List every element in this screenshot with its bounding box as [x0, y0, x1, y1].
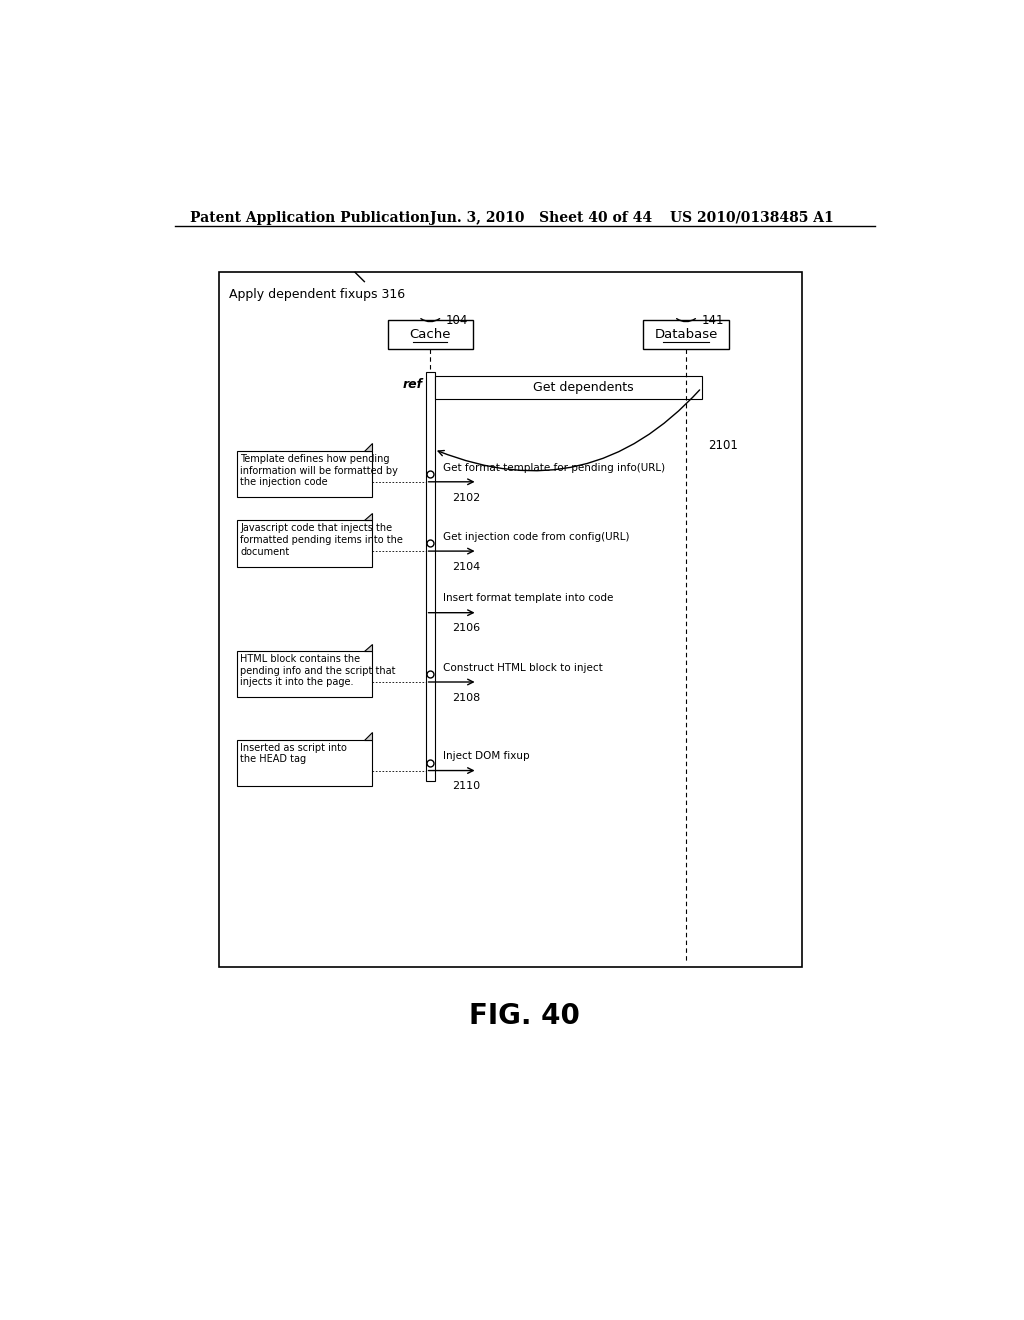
Polygon shape: [365, 644, 372, 651]
Bar: [388, 321, 473, 350]
Text: 2102: 2102: [452, 492, 480, 503]
Text: Inserted as script into
the HEAD tag: Inserted as script into the HEAD tag: [241, 743, 347, 764]
Bar: [237, 739, 372, 785]
Bar: [435, 376, 701, 400]
Text: Cache: Cache: [410, 329, 451, 342]
Bar: [237, 651, 372, 697]
Text: 2106: 2106: [452, 623, 480, 634]
Text: Patent Application Publication: Patent Application Publication: [190, 211, 430, 224]
Bar: [219, 272, 802, 966]
Text: 2101: 2101: [708, 440, 737, 453]
Text: Database: Database: [654, 329, 718, 342]
Text: Jun. 3, 2010   Sheet 40 of 44: Jun. 3, 2010 Sheet 40 of 44: [430, 211, 652, 224]
Text: Construct HTML block to inject: Construct HTML block to inject: [442, 663, 602, 673]
Text: Get format template for pending info(URL): Get format template for pending info(URL…: [442, 462, 665, 473]
Text: Javascript code that injects the
formatted pending items into the
document: Javascript code that injects the formatt…: [241, 524, 403, 557]
Polygon shape: [365, 512, 372, 520]
Bar: [426, 372, 435, 780]
Text: Inject DOM fixup: Inject DOM fixup: [442, 751, 529, 762]
Bar: [237, 520, 372, 566]
Text: Get injection code from config(URL): Get injection code from config(URL): [442, 532, 629, 543]
Text: Insert format template into code: Insert format template into code: [442, 594, 613, 603]
Text: FIG. 40: FIG. 40: [469, 1002, 581, 1030]
Text: 2104: 2104: [452, 562, 480, 572]
Text: Get dependents: Get dependents: [534, 381, 634, 395]
Text: 104: 104: [445, 314, 468, 327]
Text: HTML block contains the
pending info and the script that
injects it into the pag: HTML block contains the pending info and…: [241, 655, 396, 688]
Text: Template defines how pending
information will be formatted by
the injection code: Template defines how pending information…: [241, 454, 398, 487]
Text: ref: ref: [402, 378, 423, 391]
Polygon shape: [365, 733, 372, 739]
Text: Apply dependent fixups 316: Apply dependent fixups 316: [228, 288, 404, 301]
Polygon shape: [365, 444, 372, 451]
Text: 2110: 2110: [452, 781, 480, 791]
Text: 2108: 2108: [452, 693, 480, 702]
Text: 141: 141: [701, 314, 724, 327]
Bar: [643, 321, 729, 350]
Bar: [237, 451, 372, 498]
Text: US 2010/0138485 A1: US 2010/0138485 A1: [671, 211, 835, 224]
